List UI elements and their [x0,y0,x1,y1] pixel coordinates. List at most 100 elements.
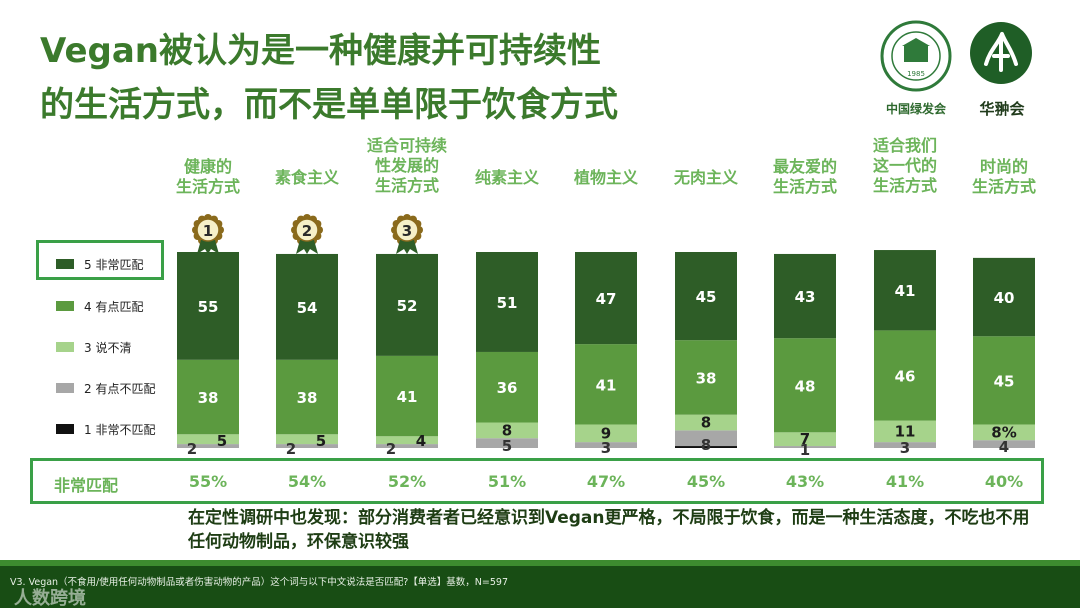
data-label-somewhat-not: 8 [701,436,711,454]
badge-rank-number: 2 [302,222,312,240]
bar-segment [675,252,737,341]
data-label-somewhat-match: 41 [596,376,617,394]
very-match-value: 41% [885,472,925,491]
data-label-very-match: 54 [297,299,318,317]
data-label-somewhat-match: 46 [895,367,916,385]
bar-segment [276,434,338,445]
bar-segment [774,446,836,448]
category-label: 生活方式 [375,176,439,195]
huachong-logo [968,20,1034,90]
legend-item: 5 非常匹配 [56,256,143,272]
data-label-unsure: 8% [991,423,1016,441]
bar-segment [774,338,836,433]
category-label: 植物主义 [573,168,638,187]
data-label-somewhat-match: 36 [497,379,518,397]
data-label-somewhat-not: 2 [286,440,296,458]
bar-segment [376,444,438,448]
bar-segment [276,444,338,448]
rank-badge-icon: 2 [291,214,323,254]
data-label-unsure: 8 [502,421,512,439]
category-label: 生活方式 [873,176,937,195]
data-label-very-match: 51 [497,294,518,312]
legend-label: 4 有点匹配 [84,299,144,314]
bar-segment [675,430,737,447]
badge-center [196,218,220,242]
bar-segment [276,253,338,360]
category-label: 生活方式 [972,177,1036,196]
data-label-somewhat-match: 38 [198,389,219,407]
very-match-highlight-box [30,458,1044,504]
svg-text:1985: 1985 [907,70,925,78]
badge-ribbon [197,240,219,254]
very-match-value: 47% [586,472,626,491]
data-label-unsure: 7 [800,430,810,448]
data-label-unsure: 5 [217,432,227,450]
category-label: 适合可持续 [367,136,447,155]
title-line-2: 的生活方式，而不是单单限于饮食方式 [40,85,618,125]
bar-segment [177,252,239,360]
rank-badge-icon: 1 [192,214,224,254]
bar-segment [675,414,737,431]
data-label-unsure: 8 [701,414,711,432]
legend-label: 1 非常不匹配 [84,422,156,437]
footer-bar [0,566,1080,608]
legend-swatch [56,342,74,352]
rank-badge-icon: 3 [391,214,423,254]
data-label-somewhat-match: 45 [994,372,1015,390]
leaf-emblem-icon [970,22,1032,84]
badge-rank-number: 3 [402,222,412,240]
data-label-somewhat-not: 3 [601,439,611,457]
survey-footnote: V3. Vegan（不食用/使用任何动物制品或者伤害动物的产品）这个词与以下中文… [10,577,509,588]
bar-segment [973,257,1035,337]
very-match-row-label: 非常匹配 [54,476,119,495]
footer-accent-bar [0,560,1080,566]
category-label: 无肉主义 [673,168,738,187]
bar-segment [476,252,538,352]
legend-item: 1 非常不匹配 [56,421,155,437]
data-label-very-match: 55 [198,298,219,316]
cbcgdf-seal-icon: 1985 [880,20,952,92]
data-label-somewhat-not: 2 [187,440,197,458]
badge-center [395,218,419,242]
legend-item: 3 说不清 [56,339,131,355]
category-label: 健康的 [184,157,232,176]
bar-segment [177,444,239,448]
data-label-unsure: 9 [601,424,611,442]
bar-segment [575,424,637,443]
bar-segment [376,436,438,445]
very-match-value: 45% [686,472,726,491]
category-label: 时尚的 [980,157,1028,176]
data-label-unsure: 11 [895,422,916,440]
category-label: 素食主义 [275,168,339,187]
bar-segment [476,351,538,423]
bar-segment [177,359,239,435]
very-match-value: 51% [487,472,527,491]
bar-segment [675,340,737,415]
bar-segment [376,355,438,437]
legend-label: 3 说不清 [84,340,132,355]
data-label-very-match: 45 [696,288,717,306]
legend-swatch [56,383,74,393]
bar-segment [575,252,637,345]
bar-segment [376,253,438,356]
bar-segment [973,440,1035,448]
badge-ribbon [396,240,418,254]
title-line-1: Vegan被认为是一种健康并可持续性 [40,31,601,71]
legend-item: 2 有点不匹配 [56,380,155,396]
data-label-unsure: 5 [316,432,326,450]
badge-ribbon [296,240,318,254]
bar-segment [973,336,1035,425]
bar-segment [973,424,1035,441]
very-match-value: 43% [785,472,825,491]
huachong-caption: 华翀会 [979,100,1025,118]
bar-segment [874,330,936,421]
bar-segment [874,442,936,448]
data-label-somewhat-match: 38 [696,369,717,387]
category-label: 纯素主义 [475,168,539,187]
bar-segment [276,359,338,435]
cbcgdf-logo: 1985 [880,20,952,96]
bar-segment [874,420,936,443]
data-label-very-match: 41 [895,282,916,300]
data-label-somewhat-not: 3 [900,439,910,457]
